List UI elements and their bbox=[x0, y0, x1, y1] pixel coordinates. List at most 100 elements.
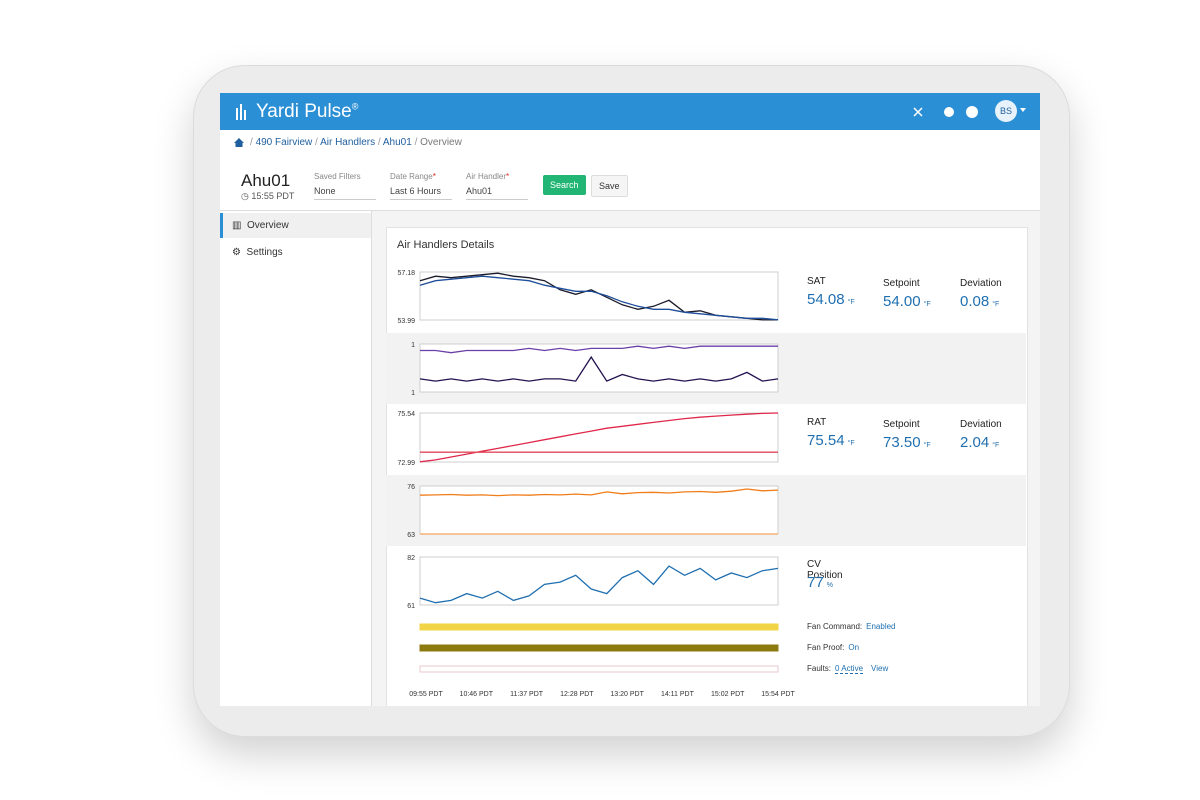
page-time: ◷ 15:55 PDT bbox=[241, 191, 295, 201]
logo bbox=[236, 104, 246, 120]
unit: °F bbox=[992, 301, 1000, 308]
unit: °F bbox=[923, 301, 931, 308]
time: 15:55 PDT bbox=[251, 191, 295, 201]
setpoint-label: Setpoint bbox=[883, 278, 920, 289]
required-mark: * bbox=[506, 172, 510, 181]
value: 77 bbox=[807, 574, 824, 591]
filter-value[interactable]: Ahu01 bbox=[466, 186, 528, 200]
chart-box bbox=[419, 271, 779, 321]
status-label: Faults: bbox=[807, 664, 832, 673]
x-tick-label: 15:54 PDT bbox=[761, 691, 795, 698]
crumb[interactable]: Air Handlers bbox=[320, 137, 376, 148]
value: 54.00 bbox=[883, 293, 921, 310]
top-bar: Yardi Pulse® BS bbox=[220, 93, 1040, 130]
brand-name: Yardi Pulse bbox=[256, 101, 352, 122]
shuffle-icon[interactable] bbox=[913, 107, 923, 117]
status-item: Faults: 0 Active View bbox=[807, 664, 889, 674]
metric-value: 0.08 °F bbox=[960, 293, 999, 311]
filter-label: Date Range bbox=[390, 172, 433, 181]
y-tick-label: 1 bbox=[411, 342, 415, 349]
metric-value: 75.54 °F bbox=[807, 432, 855, 450]
unit: °F bbox=[992, 442, 1000, 449]
filter[interactable]: Saved Filters None bbox=[314, 172, 376, 200]
registered-mark: ® bbox=[351, 101, 359, 112]
y-tick-label: 75.54 bbox=[397, 411, 415, 418]
brand: Yardi Pulse® bbox=[256, 101, 358, 123]
header-icons bbox=[913, 106, 978, 118]
nav-item[interactable]: ▥ Overview bbox=[232, 220, 289, 231]
unit: °F bbox=[847, 440, 855, 447]
crumb[interactable]: Ahu01 bbox=[382, 137, 412, 148]
series-line bbox=[419, 488, 779, 497]
x-tick-label: 13:20 PDT bbox=[610, 691, 644, 698]
search-button[interactable]: Search bbox=[543, 175, 586, 195]
filter[interactable]: Date Range* Last 6 Hours bbox=[390, 172, 452, 200]
panel-title: Air Handlers Details bbox=[397, 239, 495, 251]
bug-icon[interactable] bbox=[944, 107, 954, 117]
x-tick-label: 15:02 PDT bbox=[711, 691, 745, 698]
help-icon[interactable] bbox=[966, 106, 978, 118]
filter-label: Air Handler bbox=[466, 172, 507, 181]
x-tick-label: 12:28 PDT bbox=[560, 691, 594, 698]
y-tick-label: 57.18 bbox=[397, 270, 415, 277]
filter-label: Saved Filters bbox=[314, 172, 361, 181]
x-tick-label: 09:55 PDT bbox=[409, 691, 443, 698]
x-tick-label: 14:11 PDT bbox=[661, 691, 695, 698]
value: 75.54 bbox=[807, 432, 845, 449]
deviation-label: Deviation bbox=[960, 419, 1002, 430]
toolbar bbox=[220, 130, 1040, 211]
page-title: Ahu01 bbox=[241, 171, 291, 190]
y-tick-label: 1 bbox=[411, 390, 415, 397]
nav-label: Settings bbox=[246, 247, 283, 258]
metric-value: 77% bbox=[807, 574, 833, 592]
nav-active bbox=[220, 213, 371, 238]
value: 54.08 bbox=[807, 291, 845, 308]
y-tick-label: 61 bbox=[407, 603, 415, 610]
status-value[interactable]: 0 Active bbox=[835, 664, 864, 674]
chart-box bbox=[419, 412, 779, 463]
metric-value: 54.00 °F bbox=[883, 293, 931, 311]
charts: 57.18 53.99 1 1 75.54 72.99 76 63 82 61 09:55 PDT 1… bbox=[386, 270, 1026, 698]
required-mark: * bbox=[432, 172, 436, 181]
breadcrumb: / 490 Fairview / Air Handlers / Ahu01 / … bbox=[250, 137, 462, 148]
unit: °F bbox=[923, 442, 931, 449]
value: 2.04 bbox=[960, 434, 990, 451]
nav-item[interactable]: ⚙ Settings bbox=[232, 247, 283, 258]
metric-name: CV Position bbox=[807, 559, 843, 581]
series-line bbox=[419, 355, 779, 382]
setpoint-label: Setpoint bbox=[883, 419, 920, 430]
nav-label: Overview bbox=[247, 220, 289, 231]
crumb[interactable]: 490 Fairview bbox=[255, 137, 313, 148]
save-button[interactable]: Save bbox=[591, 175, 628, 197]
status-bar bbox=[419, 623, 779, 631]
filter-value[interactable]: Last 6 Hours bbox=[390, 186, 452, 200]
user-avatar[interactable]: BS bbox=[995, 100, 1017, 122]
metric-value: 2.04 °F bbox=[960, 434, 999, 452]
status-bar bbox=[419, 665, 779, 673]
filter-value[interactable]: None bbox=[314, 186, 376, 200]
unit: % bbox=[826, 582, 833, 589]
chart-box bbox=[419, 556, 779, 606]
x-tick-label: 10:46 PDT bbox=[460, 691, 494, 698]
caret bbox=[1020, 108, 1026, 112]
status-item: Fan Command: Enabled bbox=[807, 622, 896, 631]
value: 0.08 bbox=[960, 293, 990, 310]
status-label: Fan Command: bbox=[807, 622, 863, 631]
status-value: On bbox=[848, 643, 860, 652]
sidebar: ▥ Overview ⚙ Settings bbox=[220, 211, 372, 706]
y-tick-label: 82 bbox=[407, 555, 415, 562]
metric-value: 54.08 °F bbox=[807, 291, 855, 309]
metric-value: 73.50 °F bbox=[883, 434, 931, 452]
y-tick-label: 72.99 bbox=[397, 460, 415, 467]
metric-name: SAT bbox=[807, 276, 826, 287]
unit: °F bbox=[847, 299, 855, 306]
filter[interactable]: Air Handler* Ahu01 bbox=[466, 172, 528, 200]
status-bar bbox=[419, 644, 779, 652]
x-tick-label: 11:37 PDT bbox=[510, 691, 544, 698]
y-tick-label: 63 bbox=[407, 532, 415, 539]
home-icon[interactable] bbox=[233, 137, 245, 148]
series-line bbox=[420, 345, 778, 354]
series-line bbox=[419, 275, 779, 321]
view-link[interactable]: View bbox=[871, 664, 889, 673]
